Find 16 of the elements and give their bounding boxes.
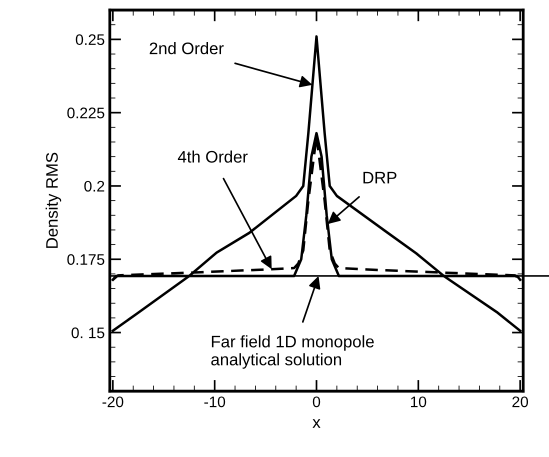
x-tick-label: -10 <box>204 396 226 408</box>
x-tick-label: 20 <box>512 396 528 408</box>
x-tick-label: 0 <box>312 396 320 408</box>
x-tick-label: -20 <box>102 396 124 408</box>
annotation: 2nd Order <box>150 42 224 54</box>
annotation: 4th Order <box>178 150 248 163</box>
y-tick-label: 0.175 <box>67 254 104 265</box>
y-tick-label: 0.25 <box>76 34 104 46</box>
y-tick-label: 0. 15 <box>72 327 104 338</box>
annotation: DRP <box>363 172 396 184</box>
x-tick-label: 10 <box>410 396 426 408</box>
y-axis-title: Density RMS <box>46 152 62 248</box>
annotation: Far field 1D monopole analytical solution <box>211 335 374 369</box>
y-tick-label: 0.2 <box>84 180 104 192</box>
y-tick-label: 0.225 <box>67 108 104 118</box>
x-axis-title: x <box>312 419 320 428</box>
